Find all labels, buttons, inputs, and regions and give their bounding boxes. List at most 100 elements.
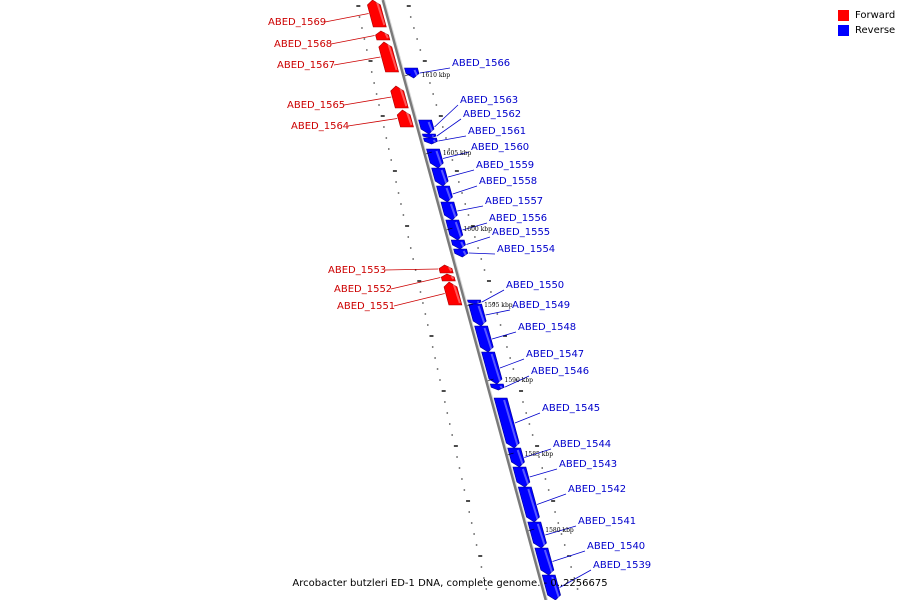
reverse-swatch — [838, 25, 849, 36]
gene-shading — [499, 385, 503, 389]
legend-reverse: Reverse — [838, 23, 895, 38]
gene-labels: ABED_1569 ABED_1568 ABED_1567 ABED_1565 ABED… — [268, 13, 651, 588]
reverse-gene-arrow — [404, 67, 420, 79]
gene-shading — [536, 523, 546, 547]
gene-shading — [460, 241, 465, 248]
coordinate-tick — [425, 151, 432, 155]
reverse-leader-line — [529, 468, 558, 478]
forward-leader-line — [333, 56, 381, 66]
reverse-gene-label: ABED_1546 — [531, 366, 589, 377]
reverse-leader-line — [442, 151, 470, 159]
reverse-leader-line — [559, 569, 592, 588]
coordinate-tick-label: 1600 kbp — [463, 226, 492, 233]
reverse-gene-arrow — [517, 486, 540, 523]
coordinate-tick — [507, 452, 514, 456]
forward-gene-arrow — [443, 281, 463, 306]
forward-leader-line — [384, 268, 439, 271]
forward-gene-label: ABED_1553 — [328, 265, 386, 276]
legend-forward: Forward — [838, 8, 895, 23]
reverse-gene-arrow — [512, 466, 531, 488]
gene-shading — [454, 221, 463, 239]
coordinate-tick-label: 1590 kbp — [505, 377, 534, 384]
gene-shading — [445, 187, 452, 201]
gene-shading — [440, 169, 448, 185]
forward-gene-label: ABED_1568 — [274, 39, 332, 50]
reverse-leader-line — [524, 448, 552, 458]
gene-arrows — [367, 0, 561, 600]
forward-gene-arrow — [390, 85, 409, 109]
reverse-gene-label: ABED_1559 — [476, 160, 534, 171]
reverse-leader-line — [447, 169, 475, 178]
reverse-leader-line — [436, 118, 462, 137]
reverse-gene-arrow — [423, 137, 438, 145]
coordinate-tick — [528, 528, 535, 532]
reverse-gene-label: ABED_1549 — [512, 300, 570, 311]
reverse-leader-line — [457, 205, 484, 212]
reverse-gene-arrow — [453, 248, 469, 258]
coordinate-tick-label: 1595 kbp — [484, 302, 513, 309]
reverse-gene-arrow — [436, 185, 453, 203]
reverse-gene-label: ABED_1539 — [593, 560, 651, 571]
reverse-gene-label: ABED_1540 — [587, 541, 645, 552]
forward-gene-label: ABED_1567 — [277, 60, 335, 71]
reverse-gene-label: ABED_1561 — [468, 126, 526, 137]
reverse-gene-label: ABED_1541 — [578, 516, 636, 527]
reverse-gene-arrow — [527, 521, 547, 549]
forward-swatch — [838, 10, 849, 21]
legend: Forward Reverse — [838, 8, 895, 38]
gene-shading — [490, 353, 502, 383]
reverse-leader-line — [419, 67, 451, 74]
gene-shading — [527, 488, 539, 521]
gene-shading — [551, 576, 560, 599]
reverse-leader-line — [468, 252, 496, 255]
coordinate-ticks: 1610 kbp 1605 kbp 1600 kbp 1595 kbp 1590 kbp… — [404, 72, 574, 534]
reverse-leader-line — [462, 222, 488, 231]
forward-leader-line — [324, 13, 369, 23]
reverse-gene-label: ABED_1555 — [492, 227, 550, 238]
backbone-line — [381, 0, 548, 600]
backbone-highlight — [384, 0, 548, 600]
forward-gene-label: ABED_1552 — [334, 284, 392, 295]
reverse-gene-label: ABED_1558 — [479, 176, 537, 187]
gene-shading — [503, 399, 519, 447]
forward-gene-arrow — [367, 0, 387, 28]
gene-shading — [483, 327, 493, 351]
forward-gene-arrow — [438, 264, 454, 274]
reverse-gene-label: ABED_1557 — [485, 196, 543, 207]
forward-leader-line — [393, 293, 445, 307]
forward-gene-label: ABED_1565 — [287, 100, 345, 111]
coordinate-tick — [404, 73, 411, 77]
reverse-gene-arrow — [489, 383, 505, 391]
reverse-gene-label: ABED_1554 — [497, 244, 555, 255]
gene-shading — [405, 111, 413, 126]
forward-gene-label: ABED_1564 — [291, 121, 349, 132]
reverse-leader-line — [552, 550, 586, 562]
reverse-leader-line — [491, 331, 517, 340]
reverse-gene-label: ABED_1566 — [452, 58, 510, 69]
reverse-gene-label: ABED_1547 — [526, 349, 584, 360]
forward-leader-line — [330, 35, 375, 45]
reverse-gene-label: ABED_1545 — [542, 403, 600, 414]
reverse-leader-line — [514, 412, 541, 424]
reverse-gene-arrow — [418, 119, 435, 135]
reverse-gene-label: ABED_1543 — [559, 459, 617, 470]
reverse-gene-arrow — [445, 219, 464, 241]
reverse-leader-line — [485, 309, 511, 316]
reverse-leader-line — [499, 358, 525, 369]
reverse-gene-arrow — [467, 299, 482, 305]
forward-gene-arrow — [396, 109, 414, 128]
coordinate-tick — [446, 227, 453, 231]
gene-shading — [376, 1, 386, 26]
gene-shading — [450, 275, 455, 280]
forward-gene-label: ABED_1569 — [268, 17, 326, 28]
forward-gene-label: ABED_1551 — [337, 301, 395, 312]
legend-forward-label: Forward — [855, 10, 896, 21]
forward-leader-line — [390, 277, 441, 290]
coordinate-tick-label: 1610 kbp — [422, 72, 451, 79]
gene-shading — [449, 203, 457, 219]
scale-dashes — [356, 5, 579, 590]
reverse-gene-label: ABED_1562 — [463, 109, 521, 120]
legend-reverse-label: Reverse — [855, 25, 896, 36]
reverse-gene-arrow — [507, 447, 525, 468]
gene-shading — [452, 283, 461, 304]
